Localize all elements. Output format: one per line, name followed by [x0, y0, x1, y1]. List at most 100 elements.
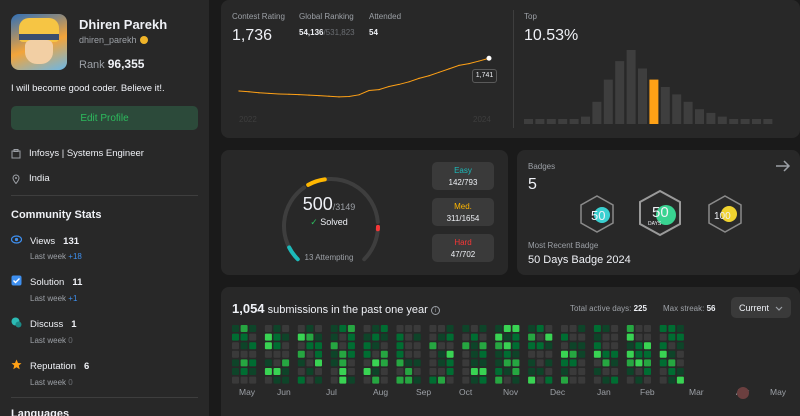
heatmap-cell [240, 325, 248, 332]
heatmap-cell [479, 359, 487, 367]
histogram-bar [638, 68, 647, 124]
heatmap-cell [413, 368, 421, 375]
heatmap-cell [330, 342, 338, 350]
heatmap-cell [676, 333, 684, 341]
arrow-right-icon[interactable] [775, 159, 791, 178]
heatmap-cell [561, 342, 568, 350]
medium-value: 311/1654 [446, 214, 480, 223]
submissions-card: 1,054 submissions in the past one year i… [221, 287, 800, 416]
active-days: Total active days: 225 [570, 304, 647, 313]
heatmap-month-label: May [239, 387, 256, 397]
heatmap-cell [462, 376, 470, 384]
heatmap-cell [339, 368, 347, 375]
easy-value: 142/793 [448, 178, 478, 187]
heatmap-cell [405, 342, 413, 350]
stat-value: 131 [63, 235, 80, 247]
heatmap-cell [569, 350, 577, 358]
solved-progress-ring [282, 177, 380, 262]
badge-50-days-icon[interactable]: 50 [577, 194, 617, 234]
heatmap-month-label: Jun [277, 387, 291, 397]
max-streak-value: 56 [706, 304, 716, 313]
badge-50-days-2024-icon[interactable]: 50 DAYS [636, 189, 684, 237]
heatmap-cell [297, 333, 305, 341]
rating-point [448, 68, 450, 70]
heatmap-cell [536, 333, 544, 341]
heatmap-cell [536, 376, 544, 384]
rating-point [278, 93, 280, 95]
heatmap-cell [438, 359, 445, 367]
streak-badge-icon[interactable] [737, 387, 749, 399]
heatmap-cell [659, 333, 667, 341]
rating-line [238, 57, 490, 98]
edit-profile-button[interactable]: Edit Profile [11, 106, 198, 130]
heatmap-cell [438, 333, 445, 341]
avatar[interactable] [11, 14, 67, 70]
location-row: India [11, 173, 198, 184]
hard-stat[interactable]: Hard 47/702 [432, 234, 494, 262]
heatmap-cell [611, 368, 619, 375]
heatmap-cell [282, 350, 290, 358]
divider [11, 195, 198, 196]
heatmap-cell [282, 325, 290, 332]
heatmap-cell [446, 350, 454, 358]
badge-100-days-icon[interactable]: 100 [705, 194, 745, 234]
global-rank-total: /531,823 [323, 28, 355, 37]
heatmap-cell [330, 368, 338, 375]
rating-point [258, 92, 260, 94]
heatmap-cell [347, 350, 355, 358]
heatmap-cell [347, 368, 355, 375]
heatmap-cell [282, 376, 290, 384]
submission-heatmap[interactable] [232, 325, 792, 385]
heatmap-cell [512, 368, 520, 375]
heatmap-cell [232, 325, 239, 332]
heatmap-month-label: Sep [416, 387, 432, 397]
heatmap-cell [626, 342, 634, 350]
heatmap-cell [512, 325, 520, 332]
year-dropdown[interactable]: Current [731, 297, 791, 318]
stat-label: Views [30, 235, 56, 247]
heatmap-cell [372, 342, 380, 350]
heatmap-cell [240, 342, 248, 350]
heatmap-cell [470, 376, 478, 384]
attended-value: 54 [369, 28, 378, 37]
heatmap-cell [602, 359, 610, 367]
heatmap-cell [264, 325, 272, 332]
heatmap-cell [347, 325, 355, 332]
heatmap-cell [347, 376, 355, 384]
stat-delta: +1 [68, 294, 78, 303]
medium-stat[interactable]: Med. 311/1654 [432, 198, 494, 226]
heatmap-cell [528, 333, 536, 341]
histogram-bar [558, 119, 568, 124]
heatmap-cell [593, 325, 601, 332]
rating-line-chart[interactable]: 2022 2024 [221, 0, 521, 138]
heatmap-cell [429, 350, 437, 358]
heatmap-cell [470, 350, 478, 358]
heatmap-cell [315, 359, 322, 367]
heatmap-cell [413, 350, 421, 358]
building-icon [11, 148, 21, 159]
global-rank-value: 54,136 [299, 28, 324, 37]
heatmap-cell [545, 359, 553, 367]
heatmap-cell [405, 368, 413, 375]
rating-current-point[interactable] [486, 55, 492, 61]
stat-delta: +18 [68, 252, 82, 261]
heatmap-cell [380, 325, 388, 332]
heatmap-cell [306, 359, 314, 367]
easy-stat[interactable]: Easy 142/793 [432, 162, 494, 190]
heatmap-cell [297, 350, 305, 358]
heatmap-cell [249, 350, 257, 358]
heatmap-cell [635, 325, 643, 332]
histogram-bar [660, 87, 670, 124]
heatmap-cell [297, 376, 305, 384]
heatmap-cell [306, 350, 314, 358]
info-icon[interactable]: i [430, 305, 440, 315]
badge-icon-text: 50 [591, 208, 605, 223]
heatmap-cell [470, 368, 478, 375]
heatmap-cell [396, 325, 404, 332]
heatmap-cell [347, 359, 355, 367]
top-percentile-histogram[interactable] [524, 50, 794, 126]
heatmap-cell [569, 359, 577, 367]
rating-point [338, 96, 340, 98]
rating-point [398, 83, 400, 86]
heatmap-cell [676, 368, 684, 375]
